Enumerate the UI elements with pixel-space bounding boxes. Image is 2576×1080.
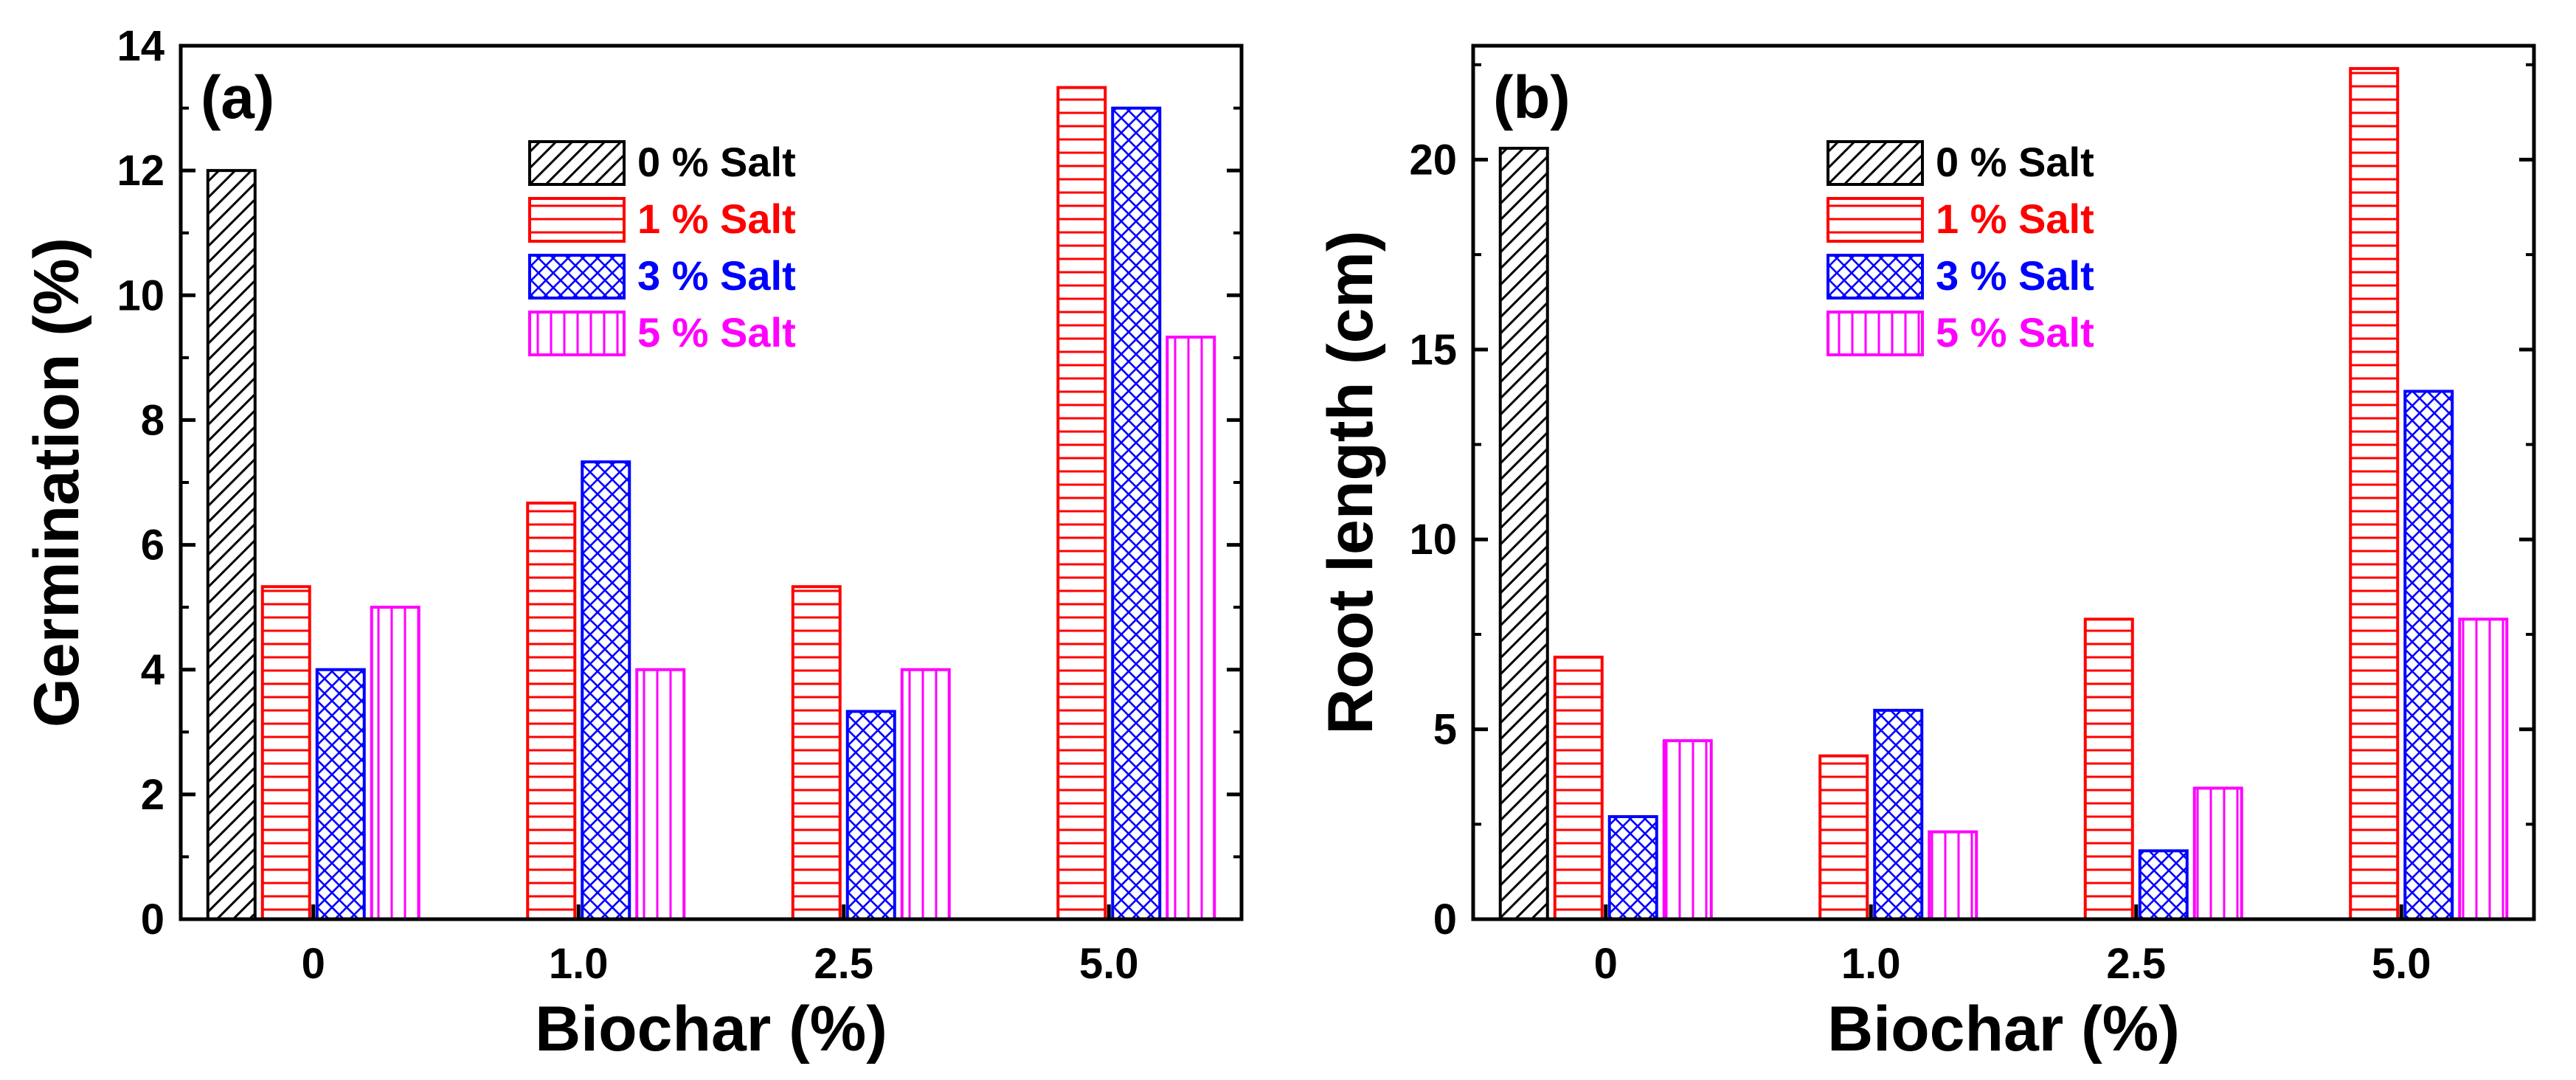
x-tick-label: 2.5 (814, 940, 873, 988)
legend-label-s0: 0 % Salt (1936, 139, 2094, 185)
y-tick-label: 20 (1409, 136, 1457, 184)
x-tick-label: 2.5 (2106, 940, 2166, 988)
x-tick-label: 0 (1594, 940, 1618, 988)
bar-root-length-s1-c3 (2349, 66, 2400, 921)
panel-a-germination: 0 2 4 6 8 10 12 14 0 1.0 2.5 5.0 Biochar (%) Germinat… (21, 22, 1244, 1065)
y-tick-label: 5 (1433, 706, 1457, 754)
legend-label-s0: 0 % Salt (637, 139, 796, 185)
y-tick-label: 2 (141, 771, 165, 819)
y-axis-title: Germination (%) (21, 238, 92, 727)
bar-germination-s0-c0 (206, 169, 257, 921)
panel-label: (a) (201, 64, 274, 131)
bar-root-length-s3-c0 (1662, 739, 1713, 921)
bar-root-length-s2-c1 (1873, 708, 1924, 921)
panel-b-root-length: 0 5 10 15 20 0 1.0 2.5 5.0 Biochar (%) Root length… (1315, 44, 2536, 1065)
bar-root-length-s2-c3 (2403, 390, 2454, 921)
y-tick-label: 4 (141, 646, 165, 694)
x-tick-label: 1.0 (1841, 940, 1901, 988)
legend-label-s2: 3 % Salt (637, 252, 796, 299)
bar-root-length-s3-c2 (2192, 786, 2243, 921)
legend-swatch-s2 (528, 254, 626, 300)
bar-germination-s2-c0 (315, 668, 366, 921)
bar-germination-s1-c3 (1056, 86, 1107, 921)
bar-root-length-s1-c1 (1818, 754, 1869, 921)
x-tick-label: 1.0 (549, 940, 609, 988)
legend-label-s1: 1 % Salt (637, 195, 796, 242)
y-tick-label: 10 (1409, 516, 1457, 564)
legend-swatch-s1 (528, 197, 626, 243)
bar-germination-s2-c2 (845, 710, 896, 921)
x-tick-label: 5.0 (1079, 940, 1139, 988)
plot-frame (1471, 44, 2536, 921)
y-tick-label: 15 (1409, 326, 1457, 374)
y-tick-label: 12 (117, 147, 165, 195)
legend-swatch-s3 (1827, 311, 1924, 356)
legend-label-s3: 5 % Salt (637, 309, 796, 356)
legend-swatch-s0 (528, 140, 626, 186)
bar-root-length-s2-c2 (2138, 849, 2189, 921)
legend-swatch-s3 (528, 311, 626, 356)
bar-germination-s1-c0 (260, 585, 311, 921)
legend-label-s3: 5 % Salt (1936, 309, 2094, 356)
legend-swatch-s0 (1827, 140, 1924, 186)
x-axis-title: Biochar (%) (535, 994, 887, 1065)
bar-root-length-s0-c0 (1498, 146, 1549, 921)
bar-germination-s3-c1 (635, 668, 686, 921)
bar-germination-s3-c0 (370, 606, 420, 921)
legend-label-s2: 3 % Salt (1936, 252, 2094, 299)
y-tick-label: 0 (1433, 896, 1457, 944)
x-tick-label: 5.0 (2372, 940, 2431, 988)
bar-germination-s3-c3 (1166, 335, 1216, 921)
y-tick-label: 6 (141, 522, 165, 570)
y-axis-title: Root length (cm) (1315, 230, 1386, 734)
bar-germination-s3-c2 (900, 668, 951, 921)
bar-root-length-s3-c1 (1928, 830, 1978, 921)
x-axis-title: Biochar (%) (1827, 994, 2180, 1065)
legend-swatch-s2 (1827, 254, 1924, 300)
y-tick-label: 0 (141, 896, 165, 944)
bar-root-length-s3-c3 (2458, 617, 2509, 921)
legend-label-s1: 1 % Salt (1936, 195, 2094, 242)
bar-germination-s2-c1 (581, 460, 631, 921)
bar-root-length-s2-c0 (1607, 815, 1658, 921)
bar-germination-s1-c1 (526, 501, 577, 921)
panel-label: (b) (1493, 64, 1571, 131)
bar-root-length-s1-c0 (1553, 655, 1604, 921)
x-tick-label: 0 (302, 940, 325, 988)
bar-germination-s2-c3 (1111, 106, 1162, 921)
legend-swatch-s1 (1827, 197, 1924, 243)
y-tick-label: 8 (141, 396, 165, 444)
y-tick-label: 14 (117, 22, 165, 70)
bar-root-length-s1-c2 (2083, 617, 2134, 921)
bar-germination-s1-c2 (791, 585, 842, 921)
y-tick-label: 10 (117, 271, 165, 319)
